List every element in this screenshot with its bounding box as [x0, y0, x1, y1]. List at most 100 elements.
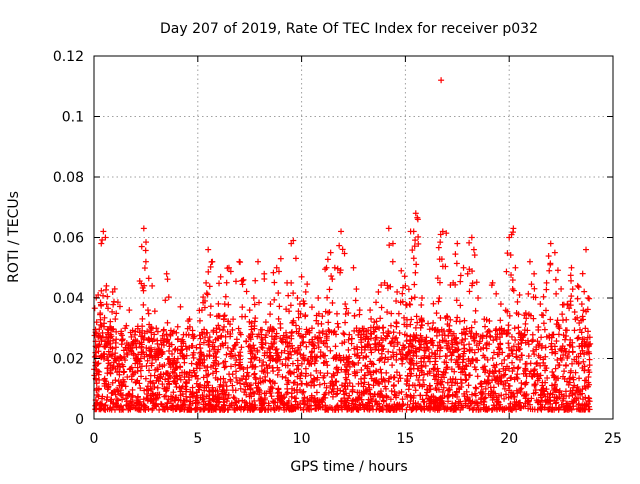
data-point: [578, 301, 585, 308]
data-point: [142, 375, 149, 382]
data-point: [390, 329, 397, 336]
data-point: [127, 365, 134, 372]
data-point: [233, 368, 240, 375]
data-point: [408, 295, 415, 302]
data-point: [141, 387, 148, 394]
data-point: [438, 77, 445, 84]
data-point: [473, 385, 480, 392]
data-point: [324, 256, 331, 263]
data-point: [178, 347, 185, 354]
data-point: [412, 237, 419, 244]
data-point: [556, 362, 563, 369]
data-point: [341, 361, 348, 368]
data-point: [213, 354, 220, 361]
data-point: [558, 285, 565, 292]
data-point: [271, 296, 278, 303]
data-point: [99, 393, 106, 400]
data-point: [583, 246, 590, 253]
data-point: [485, 373, 492, 380]
data-point: [385, 225, 392, 232]
data-point: [222, 379, 229, 386]
data-point: [408, 316, 415, 323]
data-point: [466, 239, 473, 246]
data-point: [157, 371, 164, 378]
data-point: [302, 288, 309, 295]
data-point: [507, 375, 514, 382]
data-point: [559, 311, 566, 318]
data-point: [156, 406, 163, 413]
data-point: [466, 341, 473, 348]
data-point: [569, 286, 576, 293]
data-point: [298, 273, 305, 280]
data-point: [250, 295, 257, 301]
data-point: [103, 396, 110, 403]
data-point: [405, 286, 412, 293]
data-point: [552, 348, 559, 355]
data-point: [545, 253, 552, 260]
data-point: [513, 374, 520, 381]
data-point: [378, 375, 385, 382]
data-point: [539, 397, 546, 404]
data-point: [139, 315, 146, 322]
data-point: [363, 403, 370, 410]
data-point: [473, 279, 480, 286]
data-point: [183, 379, 190, 386]
data-point: [251, 370, 258, 377]
data-point: [586, 356, 593, 363]
data-point: [558, 356, 565, 363]
data-point: [308, 304, 315, 311]
data-point: [118, 337, 125, 344]
x-tick-label: 20: [500, 431, 518, 447]
data-point: [104, 293, 111, 300]
data-point: [243, 391, 250, 398]
data-point: [343, 367, 350, 374]
data-point: [332, 343, 339, 350]
data-point: [119, 396, 126, 403]
data-point: [124, 374, 131, 381]
data-point: [300, 388, 307, 395]
data-point: [183, 393, 190, 400]
data-point: [384, 309, 391, 316]
data-point: [229, 387, 236, 394]
data-point: [129, 386, 136, 393]
data-point: [568, 277, 575, 284]
data-point: [551, 385, 558, 392]
data-point: [291, 369, 298, 376]
data-point: [540, 312, 547, 319]
data-point: [346, 380, 353, 387]
data-point: [167, 327, 174, 334]
data-point: [380, 329, 387, 336]
data-point: [413, 261, 420, 268]
data-point: [461, 317, 468, 324]
data-point: [134, 377, 141, 384]
data-point: [554, 317, 561, 324]
data-point: [251, 390, 258, 397]
data-point: [566, 305, 573, 312]
data-point: [399, 396, 406, 403]
data-point: [574, 335, 581, 342]
data-point: [457, 398, 464, 405]
data-point: [130, 371, 137, 378]
data-point: [528, 281, 535, 288]
data-point: [523, 391, 530, 398]
data-point: [140, 287, 147, 294]
data-point: [529, 406, 536, 413]
data-point: [98, 240, 105, 247]
data-point: [562, 362, 569, 369]
data-point: [222, 363, 229, 370]
data-point: [537, 372, 544, 379]
data-point: [342, 319, 349, 326]
data-point: [361, 372, 368, 379]
data-point: [279, 339, 286, 346]
data-point: [261, 406, 268, 413]
data-point: [537, 405, 544, 412]
data-point: [373, 377, 380, 384]
data-point: [320, 360, 327, 367]
data-point: [243, 288, 250, 295]
data-point: [515, 324, 522, 331]
data-point: [543, 386, 550, 393]
data-point: [375, 288, 382, 295]
data-point: [535, 324, 542, 331]
data-point: [324, 294, 331, 301]
data-point: [174, 323, 181, 330]
